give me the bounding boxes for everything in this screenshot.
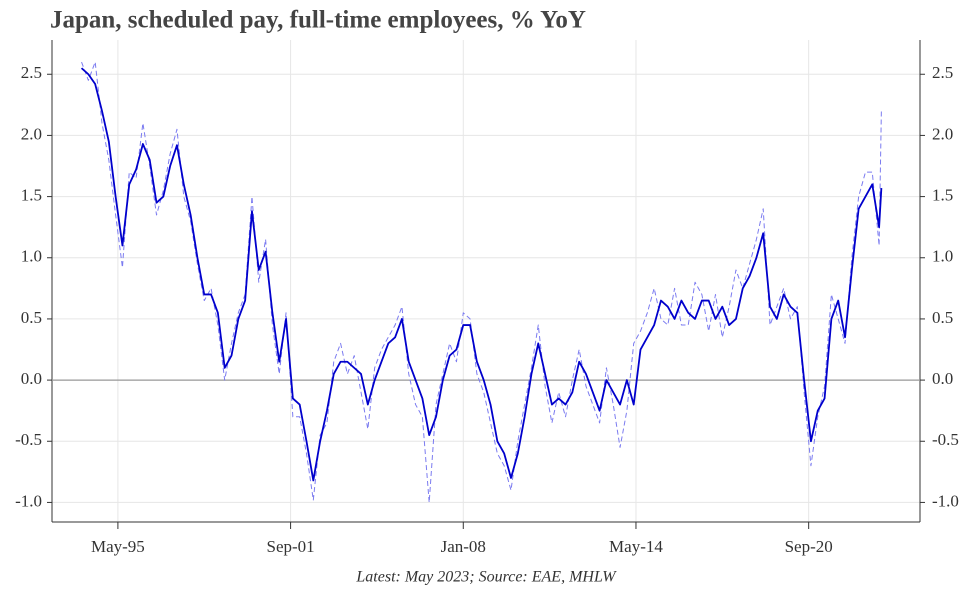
x-tick-label: Sep-20 — [785, 537, 833, 556]
y-tick-label: 1.5 — [21, 185, 42, 204]
y-tick-label: 2.0 — [21, 124, 42, 143]
y2-tick-label: 2.0 — [932, 124, 953, 143]
y2-tick-label: 1.5 — [932, 185, 953, 204]
y-tick-label: 0.5 — [21, 308, 42, 327]
y-tick-label: 2.5 — [21, 63, 42, 82]
y2-tick-label: 0.0 — [932, 369, 953, 388]
x-tick-label: Sep-01 — [267, 537, 315, 556]
series-line — [81, 61, 882, 503]
y2-tick-label: 1.0 — [932, 247, 953, 266]
y-tick-label: -0.5 — [15, 430, 42, 449]
caption: Latest: May 2023; Source: EAE, MHLW — [355, 569, 617, 586]
y2-tick-label: 2.5 — [932, 63, 953, 82]
y-tick-label: 0.0 — [21, 369, 42, 388]
x-tick-label: May-14 — [609, 537, 663, 556]
x-tick-label: May-95 — [91, 537, 145, 556]
y2-tick-label: -1.0 — [932, 491, 959, 510]
chart-title: Japan, scheduled pay, full-time employee… — [50, 7, 586, 34]
y-tick-label: -1.0 — [15, 491, 42, 510]
series-line — [80, 67, 883, 482]
y-tick-label: 1.0 — [21, 247, 42, 266]
y2-tick-label: 0.5 — [932, 308, 953, 327]
x-tick-label: Jan-08 — [441, 537, 486, 556]
y2-tick-label: -0.5 — [932, 430, 959, 449]
